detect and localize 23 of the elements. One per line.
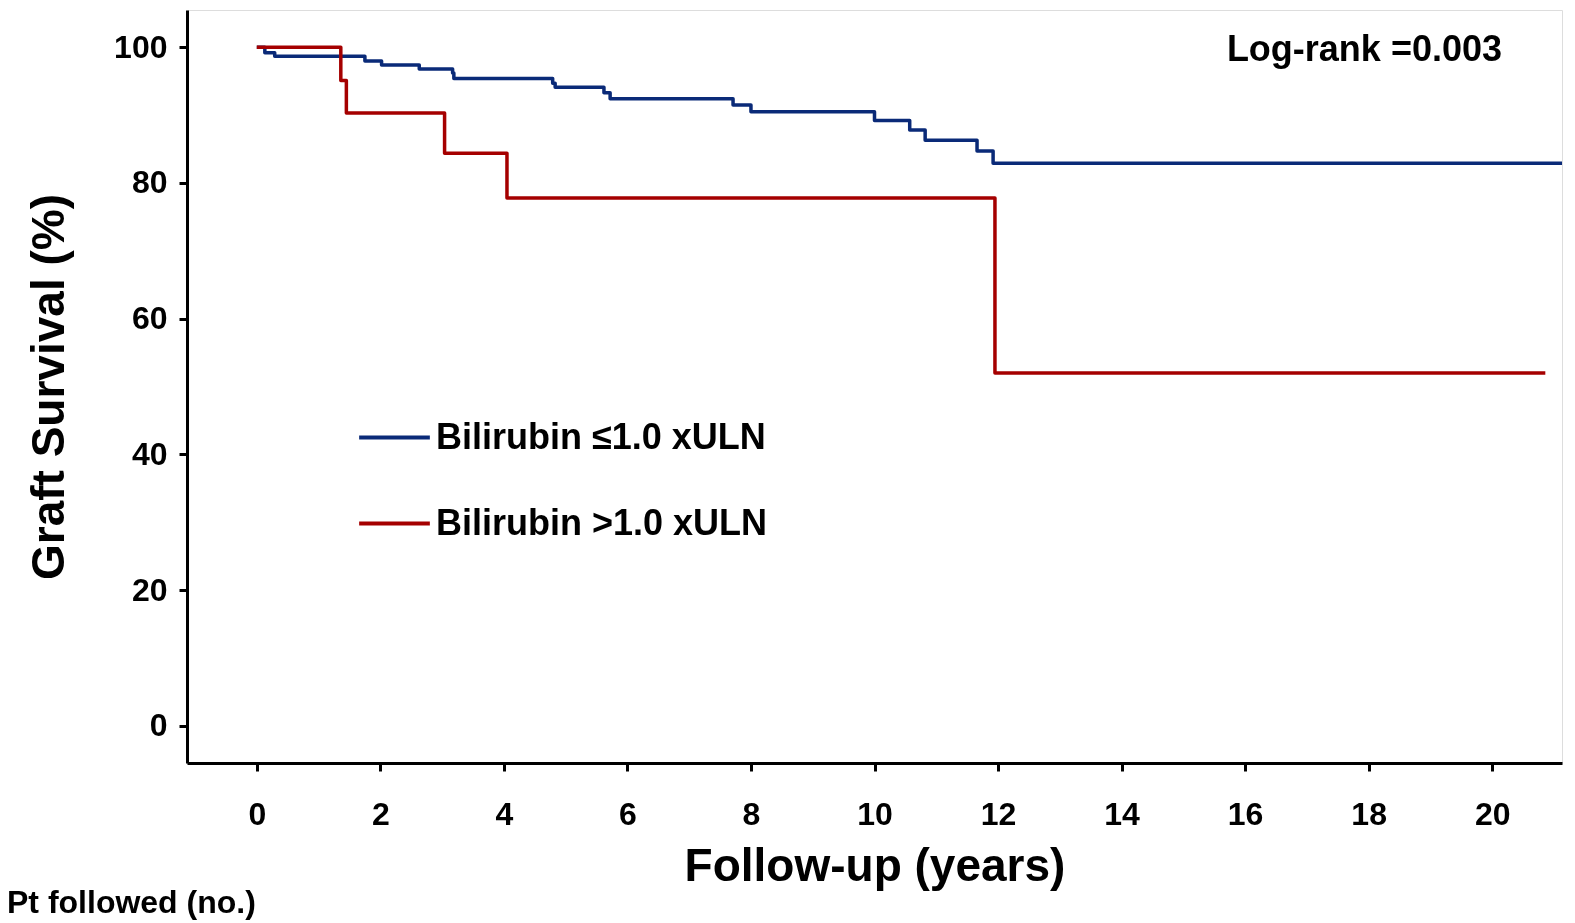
y-tick-label: 0 [149,707,168,744]
annotation: Log-rank =0.003 [1226,28,1502,69]
legend-label: Bilirubin >1.0 xULN [436,501,768,543]
x-tick-label: 2 [371,795,390,832]
x-tick-label: 6 [619,795,637,832]
x-tick-label: 20 [1474,795,1511,832]
y-tick-label: 100 [114,28,168,65]
x-tick-label: 12 [980,795,1017,832]
y-tick-label: 40 [131,435,168,472]
x-tick-label: 8 [742,795,761,832]
x-tick-label: 14 [1104,795,1141,832]
x-tick-label: 10 [857,795,893,832]
x-tick-label: 4 [495,795,514,832]
legend-label: Bilirubin ≤1.0 xULN [436,415,766,457]
x-tick-label: 16 [1227,795,1264,832]
y-tick-label: 80 [131,164,168,201]
y-tick-label: 60 [131,300,168,337]
x-tick-label: 18 [1351,795,1387,832]
y-tick-label: 20 [131,571,168,608]
text: Pt followed (no.) [7,884,256,920]
y-axis-title: Graft Survival (%) [22,194,75,580]
x-axis-title: Follow-up (years) [684,838,1066,891]
x-tick-label: 0 [248,795,267,832]
